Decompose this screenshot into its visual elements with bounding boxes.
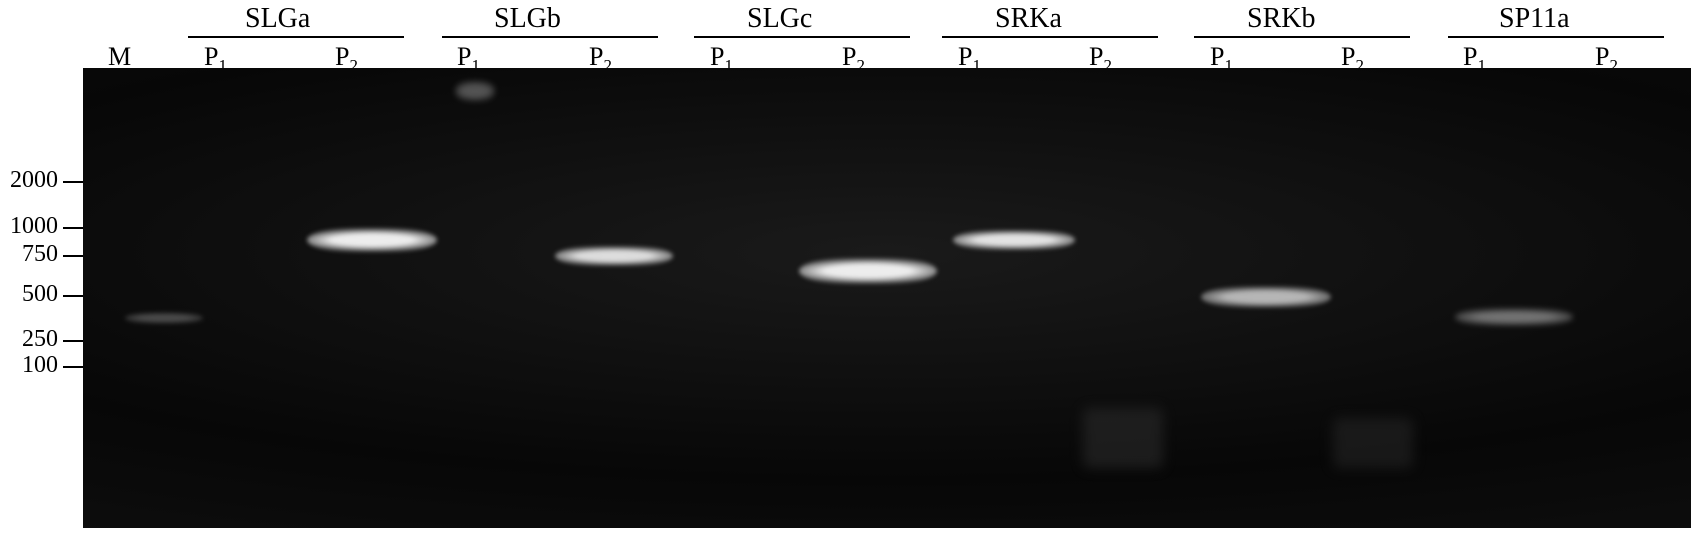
gel-background [83, 68, 1691, 528]
primer-underline [1448, 36, 1664, 38]
gel-band [307, 228, 437, 252]
ladder-tick [63, 255, 83, 257]
gel-band [455, 80, 495, 102]
ladder-label-2000: 2000 [0, 167, 58, 194]
gel-smear [1083, 408, 1163, 468]
primer-underline [188, 36, 404, 38]
ladder-tick [63, 295, 83, 297]
gel-image [83, 68, 1691, 528]
gel-band [125, 312, 203, 324]
ladder-label-500: 500 [0, 281, 58, 308]
ladder-tick [63, 181, 83, 183]
primer-label-slga: SLGa [245, 3, 310, 35]
primer-underline [694, 36, 910, 38]
primer-label-slgc: SLGc [747, 3, 812, 35]
primer-underline [942, 36, 1158, 38]
ladder-label-1000: 1000 [0, 213, 58, 240]
ladder-tick [63, 227, 83, 229]
primer-underline [442, 36, 658, 38]
gel-band [555, 246, 673, 266]
primer-label-sp11a: SP11a [1499, 3, 1570, 35]
ladder-label-100: 100 [0, 352, 58, 379]
ladder-tick [63, 340, 83, 342]
gel-figure: M SLGaP1P2SLGbP1P2SLGcP1P2SRKaP1P2SRKbP1… [0, 0, 1696, 534]
ladder-label-750: 750 [0, 241, 58, 268]
gel-band [799, 258, 937, 284]
gel-band [953, 230, 1075, 250]
primer-label-srkb: SRKb [1247, 3, 1315, 35]
primer-label-srka: SRKa [995, 3, 1062, 35]
primer-underline [1194, 36, 1410, 38]
ladder-label-250: 250 [0, 326, 58, 353]
ladder-tick [63, 366, 83, 368]
gel-band [1201, 286, 1331, 308]
gel-band [1455, 308, 1573, 326]
primer-label-slgb: SLGb [494, 3, 561, 35]
gel-smear [1333, 418, 1413, 468]
